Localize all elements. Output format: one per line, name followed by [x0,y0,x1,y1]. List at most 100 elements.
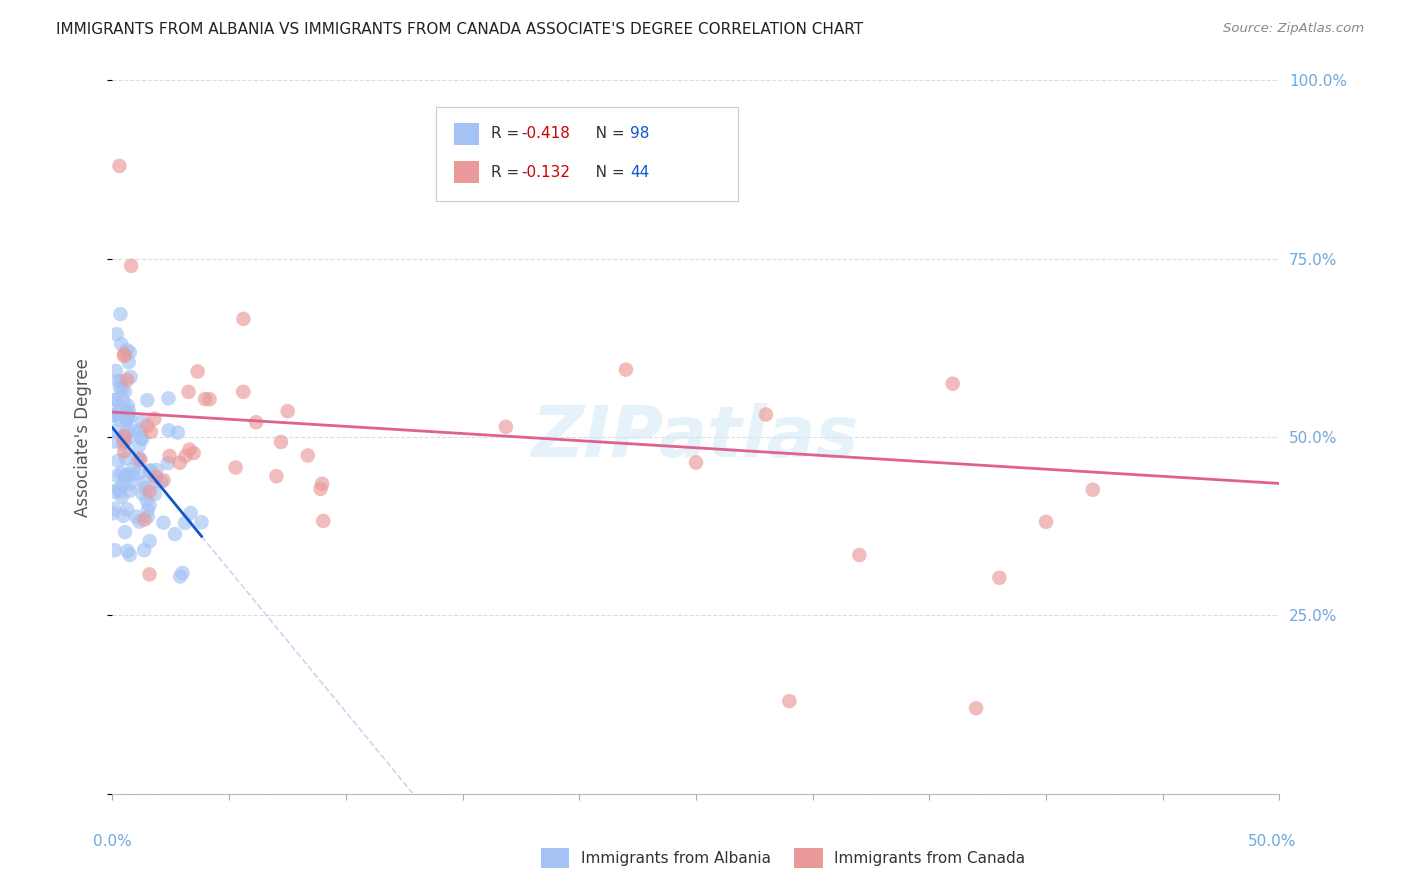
Point [139,425,162,439]
Point [114,384,136,399]
Point [194,392,217,406]
Point [120,369,142,384]
Point [180,506,202,520]
Point [108,484,131,499]
Point [112,347,135,361]
Point [198,392,221,407]
Point [309,482,332,496]
Point [120,259,142,273]
Point [114,525,136,540]
Text: N =: N = [581,127,628,141]
Point [103,502,125,516]
Point [134,481,156,495]
Point [139,463,162,477]
Point [614,362,637,376]
Point [177,384,200,399]
Text: N =: N = [581,165,628,179]
Point [128,439,150,453]
Point [136,503,159,517]
Point [778,694,800,708]
Text: Source: ZipAtlas.com: Source: ZipAtlas.com [1223,22,1364,36]
Point [311,476,333,491]
Point [131,487,153,501]
Point [108,404,131,418]
Point [169,456,191,470]
Point [112,444,135,458]
Point [122,424,145,438]
Point [136,419,159,434]
Point [156,456,179,470]
Point [118,355,141,369]
Point [277,404,299,418]
Point [111,382,134,396]
Point [1035,515,1057,529]
Point [115,343,138,358]
Text: Immigrants from Canada: Immigrants from Canada [834,851,1025,865]
Point [187,365,209,379]
Point [297,449,319,463]
Point [115,467,138,482]
Point [159,449,181,463]
Point [103,434,125,449]
Point [138,484,160,499]
Text: -0.132: -0.132 [522,165,571,179]
Point [107,407,129,421]
Point [112,429,135,443]
Point [118,409,141,424]
Point [114,428,136,442]
Point [103,393,125,408]
Point [115,451,138,466]
Point [174,516,197,530]
Point [107,454,129,468]
Point [115,424,138,438]
Point [312,514,335,528]
Point [152,516,174,530]
Point [132,475,155,489]
Point [111,430,134,444]
Point [112,508,135,523]
Point [138,567,160,582]
Point [117,431,139,445]
Point [118,548,141,562]
Point [157,423,180,437]
Point [131,431,153,445]
Point [942,376,965,391]
Point [111,490,134,504]
Point [112,434,135,449]
Point [152,473,174,487]
Point [136,393,159,408]
Point [138,498,160,512]
Point [127,453,149,467]
Point [117,409,139,424]
Point [120,476,142,491]
Text: 44: 44 [630,165,650,179]
Point [117,399,139,413]
Point [125,509,148,524]
Point [103,484,125,499]
Text: -0.418: -0.418 [522,127,571,141]
Point [104,543,127,558]
Text: ZIPatlas: ZIPatlas [533,402,859,472]
Point [145,474,167,488]
Point [112,437,135,451]
Point [129,452,152,467]
Point [115,413,138,427]
Point [143,487,166,501]
Point [121,467,143,482]
Point [105,327,128,342]
Point [232,312,254,326]
Point [190,516,212,530]
Point [115,502,138,516]
Point [495,420,517,434]
Point [136,509,159,524]
Point [118,345,141,359]
Point [132,543,155,558]
Point [105,468,128,483]
Point [163,527,186,541]
Point [232,384,254,399]
Point [117,409,139,424]
Point [145,463,167,477]
Point [108,381,131,395]
Point [101,409,124,424]
Point [128,451,150,466]
